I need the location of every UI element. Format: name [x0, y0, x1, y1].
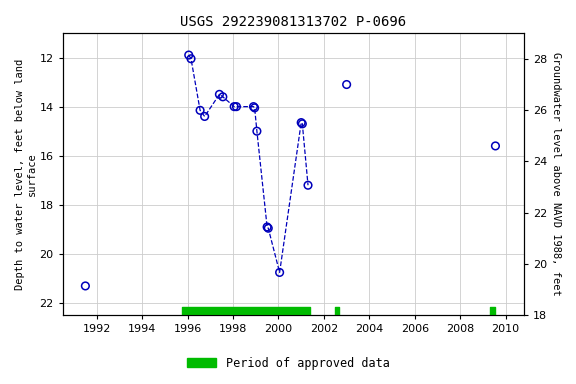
Y-axis label: Depth to water level, feet below land
surface: Depth to water level, feet below land su… [15, 58, 37, 290]
Point [195, 107, 204, 113]
Point [215, 91, 224, 98]
Point [342, 81, 351, 88]
Point [187, 56, 196, 62]
Legend: Period of approved data: Period of approved data [182, 352, 394, 374]
Point [218, 94, 228, 100]
Point [264, 225, 273, 231]
Point [250, 105, 259, 111]
Point [184, 52, 194, 58]
Point [230, 104, 239, 110]
Point [275, 269, 284, 275]
Point [249, 104, 258, 110]
Point [491, 143, 500, 149]
Point [232, 104, 241, 110]
Point [263, 224, 272, 230]
Point [304, 182, 313, 188]
Point [298, 121, 307, 127]
Point [200, 113, 209, 119]
Y-axis label: Groundwater level above NAVD 1988, feet: Groundwater level above NAVD 1988, feet [551, 52, 561, 296]
Point [297, 119, 306, 126]
Point [252, 128, 262, 134]
Point [81, 283, 90, 289]
Title: USGS 292239081313702 P-0696: USGS 292239081313702 P-0696 [180, 15, 406, 29]
